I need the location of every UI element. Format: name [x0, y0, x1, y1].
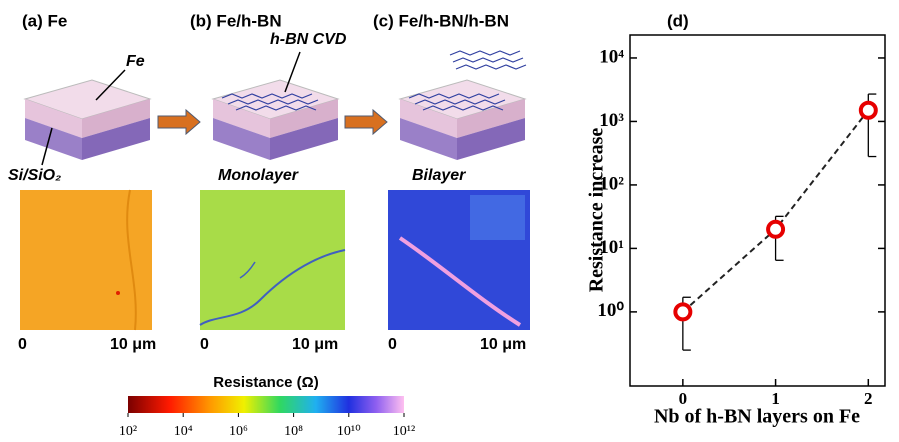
scale-label: 0 — [200, 336, 209, 353]
x-tick-label: 1 — [771, 389, 780, 408]
y-tick-label: 10⁴ — [599, 46, 624, 67]
arrow — [344, 108, 388, 136]
y-tick-label: 10⁰ — [597, 300, 624, 321]
x-tick-label: 2 — [864, 389, 873, 408]
colorbar-tick-label: 10⁶ — [229, 424, 248, 439]
colorbar — [128, 396, 404, 413]
y-axis-label: Resistance increase — [586, 128, 608, 293]
trend-line — [682, 109, 870, 313]
colorbar-title: Resistance (Ω) — [213, 374, 318, 391]
plot-frame — [629, 34, 886, 387]
scale-label: 10 μm — [480, 336, 526, 353]
cube-a — [23, 79, 152, 160]
pointer — [41, 127, 53, 166]
colorbar-tick-label: 10¹⁰ — [337, 424, 361, 439]
panel-label: (c) Fe/h-BN/h-BN — [373, 11, 509, 30]
scale-label: 10 μm — [110, 336, 156, 353]
colorbar-tick-label: 10² — [119, 424, 137, 439]
map-b — [199, 190, 346, 330]
colorbar-tick-label: 10¹² — [393, 424, 415, 439]
cube-c — [398, 50, 527, 160]
annotation: Si/SiO₂ — [8, 167, 61, 184]
map-a — [20, 189, 152, 331]
annotation: Monolayer — [218, 167, 299, 184]
colorbar-ticks: 10² 10⁴ 10⁶ 10⁸ 10¹⁰ 10¹² — [119, 413, 415, 439]
colorbar-tick-label: 10⁴ — [174, 424, 193, 439]
x-tick-label: 0 — [679, 389, 688, 408]
floating-layer — [449, 50, 527, 70]
pointer — [284, 51, 301, 93]
arrow — [157, 108, 201, 136]
map-c — [388, 190, 530, 330]
annotation: Bilayer — [412, 167, 466, 184]
data-point — [858, 100, 878, 120]
y-tick-label: 10² — [599, 173, 624, 194]
y-tick-label: 10¹ — [599, 237, 624, 258]
data-point — [673, 302, 693, 322]
pointer — [95, 69, 126, 101]
cube-b — [211, 79, 340, 160]
chart: (d) Nb of h-BN layers on Fe Resistance i… — [586, 11, 886, 428]
annotation: Fe — [126, 53, 145, 70]
scale-label: 0 — [18, 336, 27, 353]
y-tick-label: 10³ — [599, 110, 624, 131]
colorbar-tick-label: 10⁸ — [284, 424, 303, 439]
scale-label: 10 μm — [292, 336, 338, 353]
annotation: h-BN CVD — [270, 31, 347, 48]
scale-label: 0 — [388, 336, 397, 353]
x-axis-label: Nb of h-BN layers on Fe — [654, 406, 860, 428]
chart-title: (d) — [667, 11, 689, 30]
panel-label: (b) Fe/h-BN — [190, 11, 282, 30]
data-point — [766, 219, 786, 239]
panel-label: (a) Fe — [22, 11, 67, 30]
